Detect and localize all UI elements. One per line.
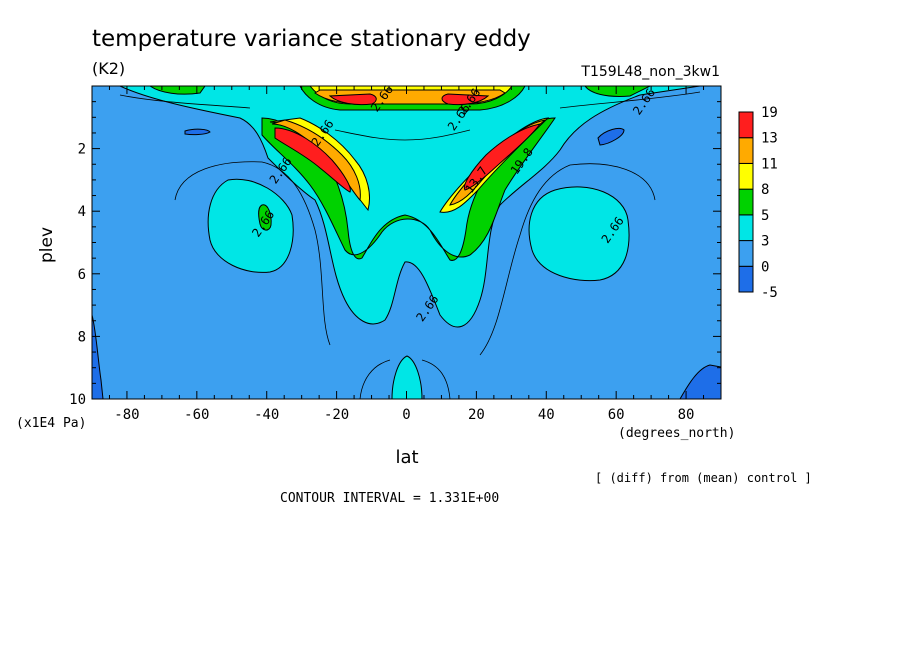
x-tick-label: 20 (468, 407, 485, 423)
colorbar-swatch (738, 240, 754, 267)
contour-line (119, 94, 251, 109)
x-unit-label: (degrees_north) (618, 426, 735, 441)
contour-interval: CONTOUR INTERVAL = 1.331E+00 (280, 491, 499, 506)
contour-band-blue-north (597, 127, 625, 146)
contour-lines (119, 91, 701, 399)
colorbar-label: 19 (761, 105, 778, 121)
contour-band-blue-south (184, 128, 211, 136)
colorbar-label: 13 (761, 131, 778, 147)
chart-title: temperature variance stationary eddy (92, 26, 531, 52)
colorbar-label: 11 (761, 156, 778, 172)
colorbar: -5 0 3 5 8 11 13 19 (738, 105, 778, 301)
contour-band-cyan-north-cell (528, 186, 630, 282)
x-tick-label: 0 (402, 407, 410, 423)
y-unit-label: (x1E4 Pa) (16, 416, 86, 431)
run-label: T159L48_non_3kw1 (580, 64, 720, 80)
colorbar-label: 8 (761, 182, 769, 198)
y-tick-label: 10 (69, 392, 86, 408)
units-label: (K2) (92, 59, 125, 78)
x-tick-label: -20 (324, 407, 349, 423)
plot-area (92, 86, 721, 399)
x-tick-label: 40 (538, 407, 555, 423)
contour-line (421, 359, 451, 399)
contour-line (559, 91, 701, 109)
contour-band-blue-east-edge (679, 364, 721, 399)
x-tick-label: 80 (678, 407, 695, 423)
axis-layer: -80 -60 -40 -20 0 20 40 60 80 2 4 6 8 10 (69, 86, 722, 423)
x-tick-label: -80 (114, 407, 139, 423)
x-tick-label: 60 (608, 407, 625, 423)
colorbar-swatch (738, 162, 754, 190)
colorbar-swatch (738, 111, 754, 139)
contour-band-cyan-south-cell (207, 178, 294, 273)
x-tick-label: -40 (254, 407, 279, 423)
contour-band-green-south-top (149, 86, 206, 95)
contour-band-red-top-right (441, 93, 490, 106)
y-tick-label: 4 (78, 204, 86, 220)
colorbar-label: 3 (761, 234, 769, 250)
colorbar-label: 5 (761, 208, 769, 224)
colorbar-swatch (738, 214, 754, 242)
contour-band-red-south (274, 127, 351, 193)
contour-band-cyan (119, 86, 701, 328)
colorbar-label: 0 (761, 259, 769, 275)
y-tick-label: 6 (78, 267, 86, 283)
contour-band-red-top-left (328, 93, 377, 106)
y-axis-label: plev (37, 227, 57, 263)
contour-line (334, 129, 471, 141)
y-tick-label: 2 (78, 142, 86, 158)
contour-fill (92, 86, 721, 399)
colorbar-swatch (738, 265, 754, 293)
colorbar-label: -5 (761, 285, 778, 301)
contour-line (479, 163, 656, 356)
contour-band-cyan-surface (391, 355, 423, 399)
contour-line (174, 161, 331, 346)
contour-line (359, 359, 391, 399)
contour-band-red-north (463, 123, 542, 191)
colorbar-swatch (738, 137, 754, 164)
y-tick-label: 8 (78, 329, 86, 345)
footnote: [ (diff) from (mean) control ] (595, 471, 812, 485)
x-axis-label: lat (395, 447, 418, 468)
contour-band-green-small-cell (258, 204, 272, 231)
colorbar-swatch (738, 188, 754, 216)
x-tick-label: -60 (184, 407, 209, 423)
